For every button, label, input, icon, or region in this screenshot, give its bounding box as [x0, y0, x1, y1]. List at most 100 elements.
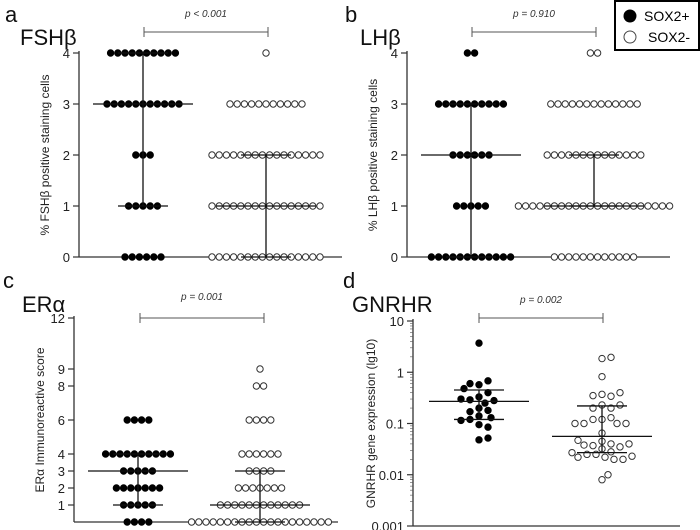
data-point-sox2-neg — [574, 436, 582, 445]
y-tick-label: 1 — [58, 498, 65, 513]
data-point-sox2-neg — [574, 453, 582, 461]
data-point-sox2-neg — [568, 448, 576, 457]
data-point-sox2-pos — [128, 253, 136, 261]
data-point-sox2-neg — [589, 415, 597, 424]
data-point-sox2-neg — [580, 441, 588, 449]
legend-marker-sox2-pos — [623, 9, 637, 23]
data-point-sox2-neg — [571, 419, 579, 428]
data-point-sox2-neg — [598, 372, 606, 381]
data-point-sox2-pos — [166, 450, 175, 458]
data-point-sox2-pos — [101, 450, 110, 458]
data-point-sox2-neg — [586, 49, 595, 57]
p-value: p < 0.001 — [184, 9, 227, 20]
data-point-sox2-neg — [583, 100, 591, 108]
data-point-sox2-pos — [481, 202, 490, 210]
data-point-sox2-neg — [598, 354, 606, 363]
data-point-sox2-neg — [557, 253, 566, 261]
data-point-sox2-neg — [247, 100, 256, 108]
data-point-sox2-pos — [106, 49, 115, 57]
data-point-sox2-pos — [171, 49, 180, 57]
y-axis-label: % FSHβ positive staining cells — [38, 75, 52, 236]
y-tick-label: 4 — [391, 46, 398, 61]
data-point-sox2-pos — [121, 253, 129, 261]
data-point-sox2-neg — [317, 518, 325, 526]
y-tick-label: 4 — [58, 447, 65, 462]
panel-title: ERα — [22, 292, 66, 317]
data-point-sox2-neg — [316, 253, 324, 261]
data-point-sox2-neg — [187, 518, 196, 526]
y-tick-label: 0 — [63, 250, 70, 265]
panel-letter: c — [3, 268, 14, 293]
data-point-sox2-pos — [427, 253, 436, 261]
data-point-sox2-pos — [155, 484, 164, 492]
data-point-sox2-neg — [550, 151, 559, 159]
data-point-sox2-neg — [625, 440, 633, 448]
data-point-sox2-neg — [601, 253, 609, 261]
data-point-sox2-pos — [142, 253, 151, 261]
data-point-sox2-neg — [202, 518, 210, 526]
data-point-sox2-neg — [262, 100, 270, 108]
data-point-sox2-neg — [616, 443, 624, 451]
significance-bracket — [139, 313, 265, 323]
data-point-sox2-neg — [658, 202, 667, 210]
data-point-sox2-neg — [565, 253, 573, 261]
data-point-sox2-neg — [259, 416, 268, 424]
data-point-sox2-pos — [146, 151, 154, 159]
legend-label-sox2-pos: SOX2+ — [644, 8, 690, 24]
data-point-sox2-neg — [269, 100, 277, 108]
y-axis-label: % LHβ positive staining cells — [366, 79, 380, 231]
data-point-sox2-neg — [607, 448, 615, 456]
data-point-sox2-neg — [316, 151, 324, 159]
y-tick-label: 2 — [58, 481, 65, 496]
data-point-sox2-neg — [238, 450, 246, 458]
data-point-sox2-pos — [148, 484, 157, 492]
data-point-sox2-neg — [607, 413, 615, 422]
data-point-sox2-neg — [622, 419, 630, 428]
data-point-sox2-neg — [267, 416, 275, 424]
significance-bracket — [471, 27, 597, 37]
data-point-sox2-pos — [490, 396, 498, 405]
data-point-sox2-neg — [521, 202, 530, 210]
y-tick-label: 2 — [63, 148, 70, 163]
p-value: p = 0.001 — [180, 292, 223, 303]
data-point-sox2-neg — [277, 484, 286, 492]
data-point-sox2-neg — [629, 151, 638, 159]
data-point-sox2-neg — [252, 416, 261, 424]
data-point-sox2-neg — [529, 202, 537, 210]
data-point-sox2-pos — [475, 420, 483, 429]
y-tick-label: 12 — [51, 311, 65, 326]
data-point-sox2-neg — [301, 151, 310, 159]
data-point-sox2-neg — [601, 453, 609, 461]
data-point-sox2-neg — [241, 484, 250, 492]
data-point-sox2-neg — [608, 253, 616, 261]
legend-label-sox2-neg: SOX2- — [648, 29, 690, 45]
legend: SOX2+ SOX2- — [614, 0, 700, 51]
data-point-sox2-neg — [259, 382, 268, 390]
data-point-sox2-neg — [208, 202, 216, 210]
data-point-sox2-neg — [316, 202, 324, 210]
data-point-sox2-neg — [295, 518, 304, 526]
data-point-sox2-neg — [598, 390, 606, 399]
data-point-sox2-neg — [195, 518, 203, 526]
panel-title: LHβ — [360, 25, 401, 50]
data-point-sox2-pos — [145, 518, 153, 526]
data-point-sox2-neg — [291, 100, 299, 108]
data-point-sox2-neg — [252, 450, 261, 458]
data-point-sox2-neg — [575, 100, 584, 108]
y-tick-label: 1 — [397, 365, 404, 380]
data-point-sox2-neg — [593, 253, 602, 261]
data-point-sox2-neg — [263, 484, 271, 492]
data-point-sox2-pos — [150, 253, 158, 261]
panel-letter: b — [345, 2, 357, 27]
data-point-sox2-neg — [262, 49, 270, 57]
data-point-sox2-pos — [434, 100, 443, 108]
data-point-sox2-neg — [604, 471, 612, 479]
data-point-sox2-neg — [303, 518, 311, 526]
data-point-sox2-neg — [229, 151, 238, 159]
data-point-sox2-pos — [475, 339, 483, 347]
significance-bracket — [143, 27, 269, 37]
data-point-sox2-neg — [229, 253, 238, 261]
data-point-sox2-neg — [589, 391, 597, 400]
data-point-sox2-pos — [463, 49, 472, 57]
